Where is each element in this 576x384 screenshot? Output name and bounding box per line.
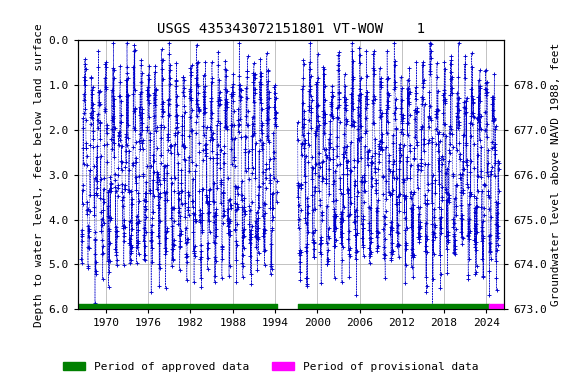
Y-axis label: Groundwater level above NAVD 1988, feet: Groundwater level above NAVD 1988, feet: [551, 43, 561, 306]
Y-axis label: Depth to water level, feet below land surface: Depth to water level, feet below land su…: [35, 23, 44, 327]
Title: USGS 435343072151801 VT-WOW    1: USGS 435343072151801 VT-WOW 1: [157, 22, 425, 36]
Legend: Period of approved data, Period of provisional data: Period of approved data, Period of provi…: [59, 358, 483, 377]
